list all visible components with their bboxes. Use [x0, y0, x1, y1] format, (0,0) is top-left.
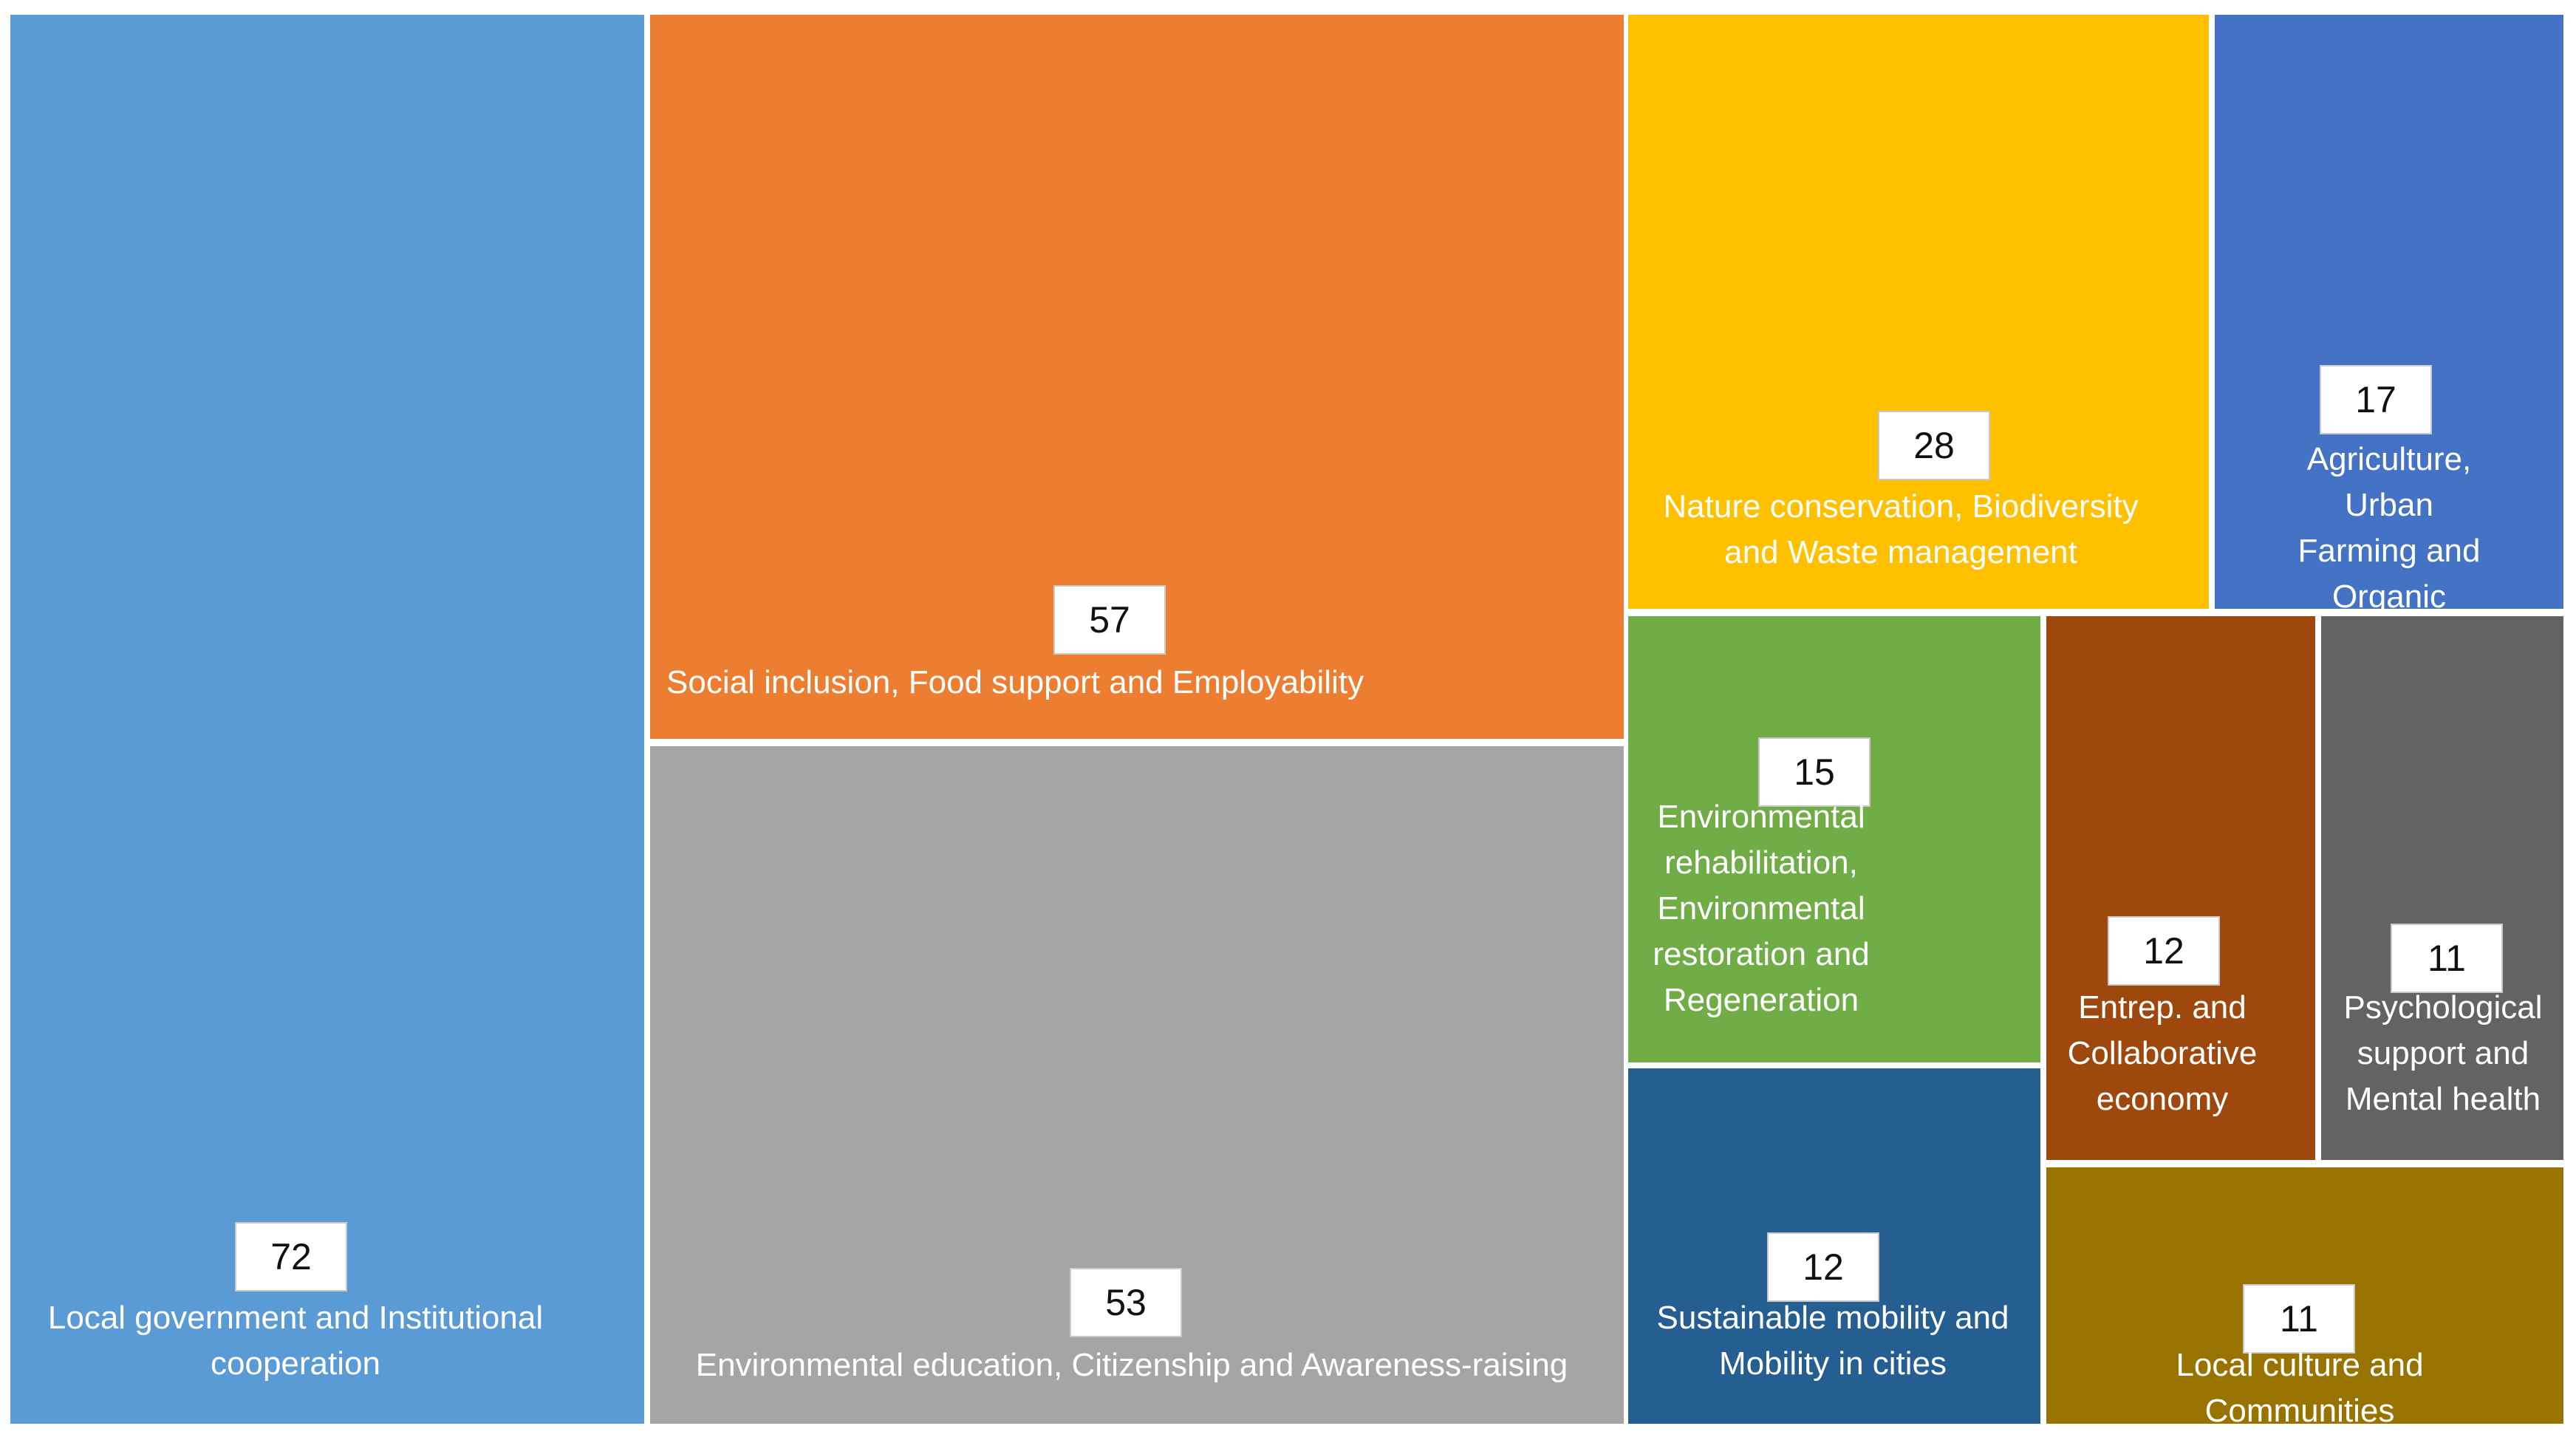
tile-category-label: Nature conservation, Biodiversity and Wa… [1663, 488, 2139, 570]
treemap-tile [1628, 15, 2209, 609]
treemap-tile [1628, 616, 2040, 1062]
tile-category-label: Environmental rehabilitation, Environmen… [1653, 799, 1870, 1018]
tile-category-label: Local culture and Communities [2176, 1347, 2424, 1429]
tile-value-label: 11 [2391, 924, 2503, 993]
treemap-tile [2321, 616, 2563, 1160]
tile-value-label: 17 [2320, 365, 2432, 434]
treemap-tile [2046, 616, 2315, 1160]
tile-value-label: 53 [1070, 1268, 1182, 1337]
tile-value-label: 12 [2108, 916, 2220, 986]
tile-category-label: Local government and Institutional coope… [47, 1300, 544, 1382]
tile-value-label: 11 [2243, 1284, 2355, 1354]
tile-category-label: Sustainable mobility and Mobility in cit… [1656, 1300, 2009, 1382]
tile-category-label: Social inclusion, Food support and Emplo… [666, 664, 1364, 700]
tile-value-label: 28 [1878, 411, 1990, 480]
treemap-tile [2215, 15, 2563, 609]
treemap-tile [10, 15, 644, 1424]
tile-category-label: Entrep. and Collaborative economy [2067, 989, 2258, 1117]
tile-value-label: 72 [235, 1222, 347, 1291]
tile-value-label: 57 [1053, 585, 1166, 655]
tile-value-label: 12 [1767, 1232, 1879, 1302]
tile-category-label: Psychological support and Mental health [2343, 989, 2543, 1117]
tile-category-label: Environmental education, Citizenship and… [695, 1347, 1568, 1383]
tile-value-label: 15 [1758, 737, 1870, 807]
